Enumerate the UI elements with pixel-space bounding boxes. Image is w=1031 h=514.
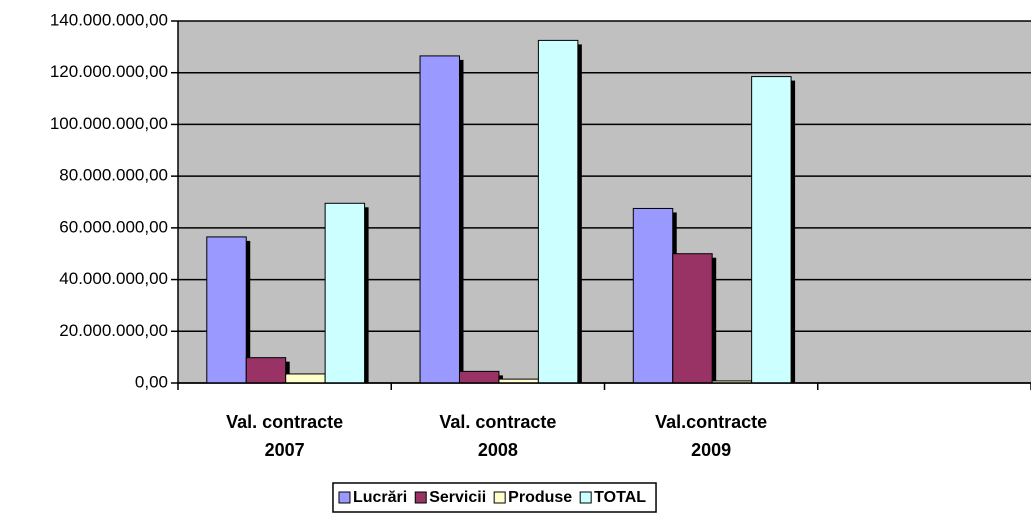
y-tick-label: 0,00: [135, 372, 168, 391]
bar: [537, 39, 579, 384]
plot-area: [178, 21, 1031, 383]
y-tick-label: 60.000.000,00: [59, 217, 168, 236]
legend-label: Lucrări: [353, 489, 407, 506]
bar: [458, 370, 500, 384]
y-tick-label: 80.000.000,00: [59, 166, 168, 185]
bar: [419, 55, 460, 384]
y-tick-label: 120.000.000,00: [50, 62, 168, 81]
y-tick-label: 140.000.000,00: [50, 10, 168, 29]
x-tick-label: Val. contracte 2007: [226, 412, 343, 460]
x-tick-label: Val.contracte 2009: [655, 412, 767, 460]
bar: [285, 373, 326, 384]
bar: [324, 202, 366, 384]
bar: [632, 207, 674, 384]
legend-label: Servicii: [429, 489, 486, 506]
bar: [245, 357, 287, 384]
legend-swatch: [493, 491, 506, 504]
legend: Lucrări Servicii Produse TOTAL: [332, 482, 657, 513]
legend-label: TOTAL: [594, 489, 646, 506]
y-tick-label: 20.000.000,00: [59, 321, 168, 340]
bar: [751, 76, 792, 384]
legend-label: Produse: [508, 489, 572, 506]
legend-swatch: [338, 491, 351, 504]
legend-swatch: [414, 491, 427, 504]
legend-swatch: [579, 491, 592, 504]
y-tick-label: 100.000.000,00: [50, 114, 168, 133]
x-tick-label: Val. contracte 2008: [439, 412, 556, 460]
y-tick-label: 40.000.000,00: [59, 269, 168, 288]
bar: [206, 236, 247, 384]
bar: [672, 253, 713, 384]
